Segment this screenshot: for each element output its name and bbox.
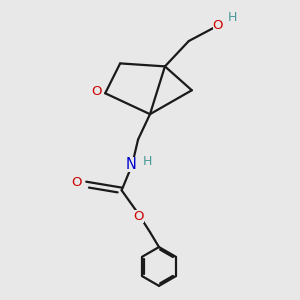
Text: O: O bbox=[134, 210, 144, 223]
Text: H: H bbox=[228, 11, 237, 24]
Text: O: O bbox=[91, 85, 101, 98]
Text: O: O bbox=[212, 19, 223, 32]
Text: O: O bbox=[71, 176, 82, 189]
Text: N: N bbox=[126, 158, 136, 172]
Text: H: H bbox=[143, 155, 152, 168]
